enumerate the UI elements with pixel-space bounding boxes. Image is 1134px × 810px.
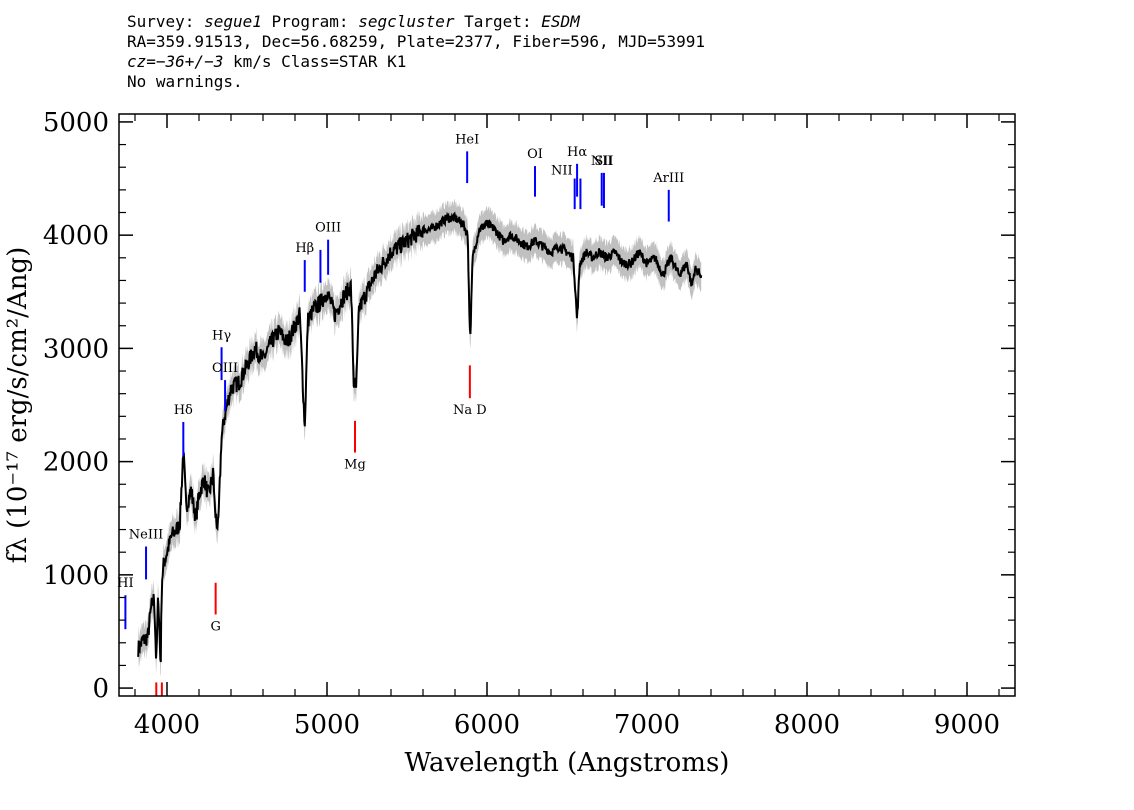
x-tick-label: 8000 — [774, 710, 840, 740]
line-label: OI — [527, 147, 543, 162]
y-tick-label: 1000 — [43, 561, 109, 591]
header-line-survey: Survey: segue1 Program: segcluster Targe… — [127, 12, 705, 32]
line-label: Hβ — [295, 241, 314, 256]
line-label: NeIII — [129, 528, 163, 543]
class-value: km/s Class=STAR K1 — [223, 52, 407, 71]
x-tick-label: 5000 — [294, 710, 360, 740]
x-tick-label: 6000 — [454, 710, 520, 740]
x-tick-label: 9000 — [934, 710, 1000, 740]
line-label: SII — [594, 154, 613, 169]
y-tick-label: 3000 — [43, 334, 109, 364]
line-label: NII — [551, 164, 573, 179]
header-line-redshift: cz=−36+/−3 km/s Class=STAR K1 — [127, 52, 705, 72]
spectrum-line — [137, 211, 703, 663]
header-line-coordinates: RA=359.91513, Dec=56.68259, Plate=2377, … — [127, 32, 705, 51]
line-label: Hγ — [212, 328, 231, 343]
spectrum-header: Survey: segue1 Program: segcluster Targe… — [127, 12, 705, 92]
y-tick-label: 4000 — [43, 221, 109, 251]
x-axis-label: Wavelength (Angstroms) — [405, 748, 730, 778]
y-tick-label: 5000 — [43, 108, 109, 138]
y-tick-label: 2000 — [43, 448, 109, 478]
redshift-value: cz=−36+/−3 — [127, 52, 224, 71]
line-label: ArIII — [652, 171, 684, 186]
y-tick-label: 0 — [92, 674, 109, 704]
header-line-warnings: No warnings. — [127, 72, 243, 91]
line-label: Hα — [567, 145, 587, 160]
target-label: Target: — [454, 12, 542, 31]
survey-value: segue1 — [204, 12, 262, 31]
line-label: NII — [591, 154, 613, 169]
line-label: G — [210, 619, 220, 634]
target-value: ESDM — [541, 12, 580, 31]
line-label: Na D — [453, 403, 487, 418]
program-label: Program: — [261, 12, 359, 31]
error-band — [138, 198, 702, 677]
spectral-lines-layer: HINeIIIHδHγOIIIHβOIIIHeIOINIIHαNIISIIArI… — [117, 132, 684, 696]
x-tick-label: 4000 — [134, 710, 200, 740]
line-label: OIII — [212, 361, 238, 376]
line-label: Hδ — [174, 403, 193, 418]
line-label: HeI — [455, 132, 479, 147]
spectrum-layer — [137, 211, 703, 663]
y-axis-label: fλ (10⁻¹⁷ erg/s/cm²/Ang) — [3, 247, 33, 563]
line-label: Mg — [344, 458, 366, 473]
plot-frame — [118, 113, 1016, 697]
line-label: OIII — [315, 221, 341, 236]
axis-ticks-layer: 4000 5000 6000 7000 8000 9000 0 1000 2000 3000 400… — [43, 108, 1015, 740]
error-band-layer — [138, 198, 702, 677]
x-tick-label: 7000 — [614, 710, 680, 740]
survey-label: Survey: — [127, 12, 205, 31]
line-label: HI — [117, 576, 133, 591]
program-value: segcluster — [358, 12, 455, 31]
